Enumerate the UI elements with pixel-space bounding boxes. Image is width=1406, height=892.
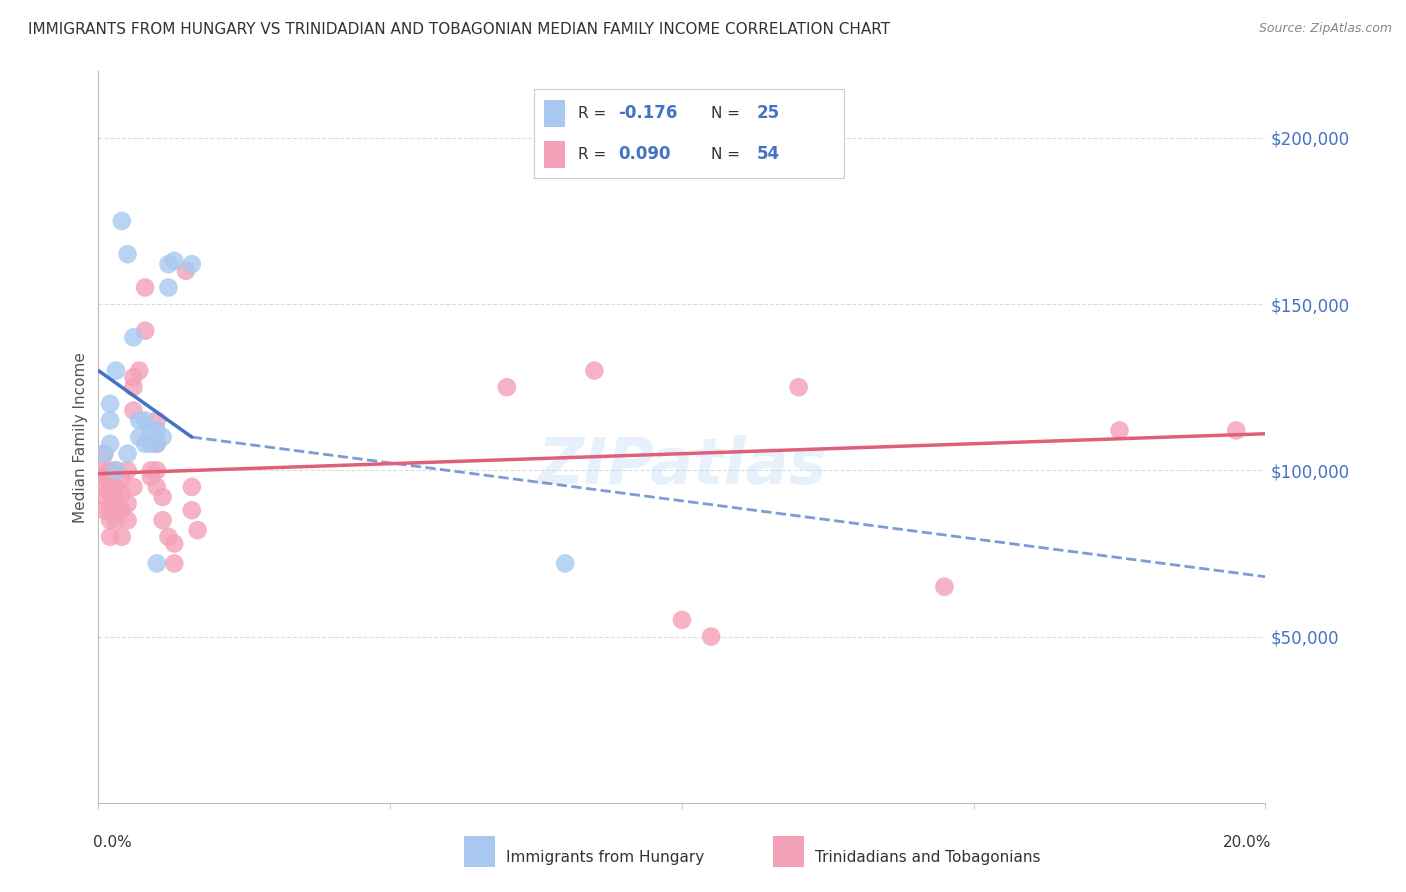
Point <box>111 486 134 500</box>
Y-axis label: Median Family Income: Median Family Income <box>73 351 89 523</box>
Point <box>700 630 723 644</box>
Point <box>98 413 121 427</box>
Point <box>134 413 156 427</box>
Point <box>554 557 576 571</box>
Point <box>111 503 134 517</box>
Text: 0.0%: 0.0% <box>93 835 131 850</box>
Text: -0.176: -0.176 <box>617 104 678 122</box>
Point <box>93 470 115 484</box>
Point <box>496 380 519 394</box>
Point <box>152 490 174 504</box>
Point <box>93 447 115 461</box>
Point <box>111 214 134 228</box>
Text: N =: N = <box>710 147 744 161</box>
Bar <box>544 141 565 168</box>
Point <box>98 436 121 450</box>
Point <box>98 513 121 527</box>
Point <box>104 480 127 494</box>
Text: Source: ZipAtlas.com: Source: ZipAtlas.com <box>1258 22 1392 36</box>
Text: Immigrants from Hungary: Immigrants from Hungary <box>506 850 704 864</box>
Point <box>1225 424 1247 438</box>
Text: ZIPatlas: ZIPatlas <box>537 435 827 498</box>
Point <box>128 363 150 377</box>
Point <box>180 480 202 494</box>
Point <box>122 330 145 344</box>
Point <box>583 363 606 377</box>
Point <box>146 436 169 450</box>
Point <box>152 430 174 444</box>
Point <box>146 413 169 427</box>
Point <box>117 497 139 511</box>
Point <box>146 480 169 494</box>
Point <box>98 530 121 544</box>
Point <box>157 257 180 271</box>
Point <box>146 463 169 477</box>
Point <box>146 424 169 438</box>
Point <box>146 557 169 571</box>
Bar <box>544 100 565 127</box>
Point <box>139 463 162 477</box>
Text: R =: R = <box>578 147 610 161</box>
Point <box>93 447 115 461</box>
Point <box>134 436 156 450</box>
Point <box>111 470 134 484</box>
Point <box>117 513 139 527</box>
Point <box>128 430 150 444</box>
Text: R =: R = <box>578 106 610 120</box>
Point <box>1108 424 1130 438</box>
Point <box>671 613 693 627</box>
Point <box>104 490 127 504</box>
Point <box>93 503 115 517</box>
Point <box>93 490 115 504</box>
Text: 25: 25 <box>756 104 780 122</box>
Text: IMMIGRANTS FROM HUNGARY VS TRINIDADIAN AND TOBAGONIAN MEDIAN FAMILY INCOME CORRE: IMMIGRANTS FROM HUNGARY VS TRINIDADIAN A… <box>28 22 890 37</box>
Point <box>180 503 202 517</box>
Text: 0.090: 0.090 <box>617 145 671 163</box>
Point <box>139 470 162 484</box>
Text: N =: N = <box>710 106 744 120</box>
Point <box>104 463 127 477</box>
Point <box>163 536 186 550</box>
Point <box>98 480 121 494</box>
Point <box>117 447 139 461</box>
Point <box>104 513 127 527</box>
Point <box>934 580 956 594</box>
Point <box>139 436 162 450</box>
Point <box>93 463 115 477</box>
Text: 20.0%: 20.0% <box>1223 835 1271 850</box>
Text: 54: 54 <box>756 145 780 163</box>
Point <box>98 486 121 500</box>
Point <box>163 253 186 268</box>
Point <box>117 247 139 261</box>
Point <box>157 530 180 544</box>
Text: Trinidadians and Tobagonians: Trinidadians and Tobagonians <box>815 850 1040 864</box>
Point <box>122 480 145 494</box>
Point <box>104 463 127 477</box>
Point <box>104 503 127 517</box>
Point <box>157 280 180 294</box>
Point <box>117 463 139 477</box>
Point <box>139 424 162 438</box>
Point <box>98 463 121 477</box>
Point <box>98 397 121 411</box>
Point <box>111 530 134 544</box>
Point <box>187 523 209 537</box>
Point <box>128 413 150 427</box>
Point <box>134 324 156 338</box>
Point <box>787 380 810 394</box>
Point <box>180 257 202 271</box>
Point <box>146 436 169 450</box>
Point <box>134 280 156 294</box>
Point <box>98 503 121 517</box>
Point <box>122 403 145 417</box>
Point <box>152 513 174 527</box>
Point <box>174 264 197 278</box>
Point <box>93 480 115 494</box>
Point <box>163 557 186 571</box>
Point <box>122 380 145 394</box>
Point <box>122 370 145 384</box>
Point <box>104 363 127 377</box>
